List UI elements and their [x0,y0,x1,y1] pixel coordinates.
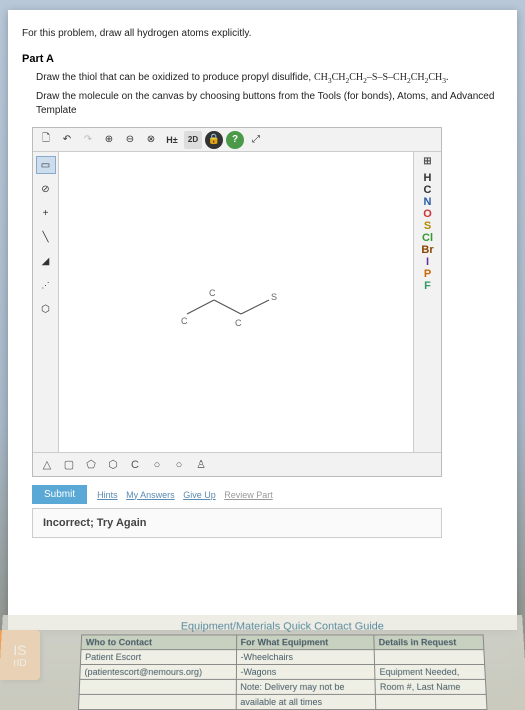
prompt-line-2: Draw the molecule on the canvas by choos… [36,90,503,117]
atom-button-p[interactable]: P [417,268,439,280]
guide-header-0: Who to Contact [81,635,236,650]
atom-button-f[interactable]: F [417,280,439,292]
give-up-link[interactable]: Give Up [183,490,216,500]
feedback-box: Incorrect; Try Again [32,508,442,538]
new-icon[interactable]: 🗋 [37,131,55,149]
help-icon[interactable]: ? [226,131,244,149]
disulfide-formula: CH3CH2CH2–S–S–CH2CH2CH3. [314,72,449,83]
drawing-canvas[interactable]: C C C S [59,152,413,452]
select-tool-icon[interactable]: ▭ [36,156,56,174]
zoom-in-icon[interactable]: ⊕ [100,131,118,149]
submit-row: Submit Hints My Answers Give Up Review P… [32,485,503,504]
erase-tool-icon[interactable]: ⊘ [36,180,56,198]
undo-icon[interactable]: ↶ [58,131,76,149]
atoms-list: HCNOSClBrIPF [417,172,439,292]
wedge-bond-icon[interactable]: ◢ [36,252,56,270]
toolbar-left: ▭ ⊘ + ╲ ◢ ⋰ ⬡ [33,152,59,452]
guide-header-1: For What Equipment [236,635,374,650]
ring-tool-icon[interactable]: ⬡ [36,300,56,318]
prompt-prefix: Draw the thiol that can be oxidized to p… [36,72,314,83]
atom-c3: C [209,288,216,298]
atom-s: S [271,292,277,302]
toolbar-bottom: △ ▢ ⬠ ⬡ C ○ ○ ♙ [33,452,441,476]
hexagon-template-icon[interactable]: ⬡ [105,457,121,473]
table-row: Patient Escort-Wheelchairs [80,650,484,665]
hydrogen-toggle-button[interactable]: H± [163,131,181,149]
molecule-editor: 🗋 ↶ ↷ ⊕ ⊖ ⊗ H± 2D 🔒 ? ⤢ ▭ ⊘ + ╲ ◢ ⋰ ⬡ [32,127,442,477]
part-a-label: Part A [22,53,503,65]
molecule-sketch: C C C S [179,282,299,337]
ring2-template-icon[interactable]: ○ [171,457,187,473]
view-2d-button[interactable]: 2D [184,131,202,149]
expand-icon[interactable]: ⤢ [247,131,265,149]
hint-links: Hints My Answers Give Up Review Part [97,490,279,500]
charge-plus-icon[interactable]: + [36,204,56,222]
atom-button-c[interactable]: C [417,184,439,196]
chain-template-icon[interactable]: ♙ [193,457,209,473]
atom-button-n[interactable]: N [417,196,439,208]
atom-button-h[interactable]: H [417,172,439,184]
review-part-text: Review Part [224,490,273,500]
periodic-table-icon[interactable]: ⊞ [417,156,439,167]
single-bond-icon[interactable]: ╲ [36,228,56,246]
benzene-template-icon[interactable]: C [127,457,143,473]
atom-c1: C [181,316,188,326]
atom-button-o[interactable]: O [417,208,439,220]
ring1-template-icon[interactable]: ○ [149,457,165,473]
table-row: (patientescort@nemours.org)-WagonsEquipm… [80,664,486,679]
equipment-guide: Equipment/Materials Quick Contact Guide … [0,615,525,710]
square-template-icon[interactable]: ▢ [61,457,77,473]
submit-button[interactable]: Submit [32,485,87,504]
atom-c2: C [235,318,242,328]
instructions-text: For this problem, draw all hydrogen atom… [22,28,503,39]
guide-header-2: Details in Request [374,635,484,650]
guide-table: Who to Contact For What Equipment Detail… [78,634,488,710]
problem-page: For this problem, draw all hydrogen atom… [8,10,517,630]
hints-link[interactable]: Hints [97,490,118,500]
prompt-line-1: Draw the thiol that can be oxidized to p… [36,71,503,86]
table-row: Note: Delivery may not beRoom #, Last Na… [79,679,486,694]
toolbar-right: ⊞ HCNOSClBrIPF [413,152,441,452]
hash-bond-icon[interactable]: ⋰ [36,276,56,294]
zoom-out-icon[interactable]: ⊖ [121,131,139,149]
my-answers-link[interactable]: My Answers [126,490,175,500]
lock-icon[interactable]: 🔒 [205,131,223,149]
table-row: available at all times [78,694,487,709]
atom-button-br[interactable]: Br [417,244,439,256]
redo-icon[interactable]: ↷ [79,131,97,149]
atom-button-s[interactable]: S [417,220,439,232]
editor-body: ▭ ⊘ + ╲ ◢ ⋰ ⬡ C C C S [33,152,441,452]
pentagon-template-icon[interactable]: ⬠ [83,457,99,473]
guide-title: Equipment/Materials Quick Contact Guide [81,621,483,633]
zoom-reset-icon[interactable]: ⊗ [142,131,160,149]
triangle-template-icon[interactable]: △ [39,457,55,473]
atom-button-i[interactable]: I [417,256,439,268]
atom-button-cl[interactable]: Cl [417,232,439,244]
toolbar-top: 🗋 ↶ ↷ ⊕ ⊖ ⊗ H± 2D 🔒 ? ⤢ [33,128,441,152]
